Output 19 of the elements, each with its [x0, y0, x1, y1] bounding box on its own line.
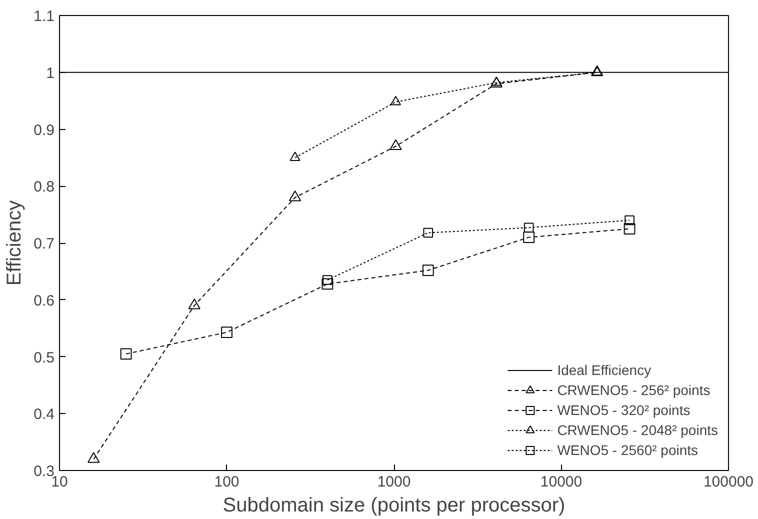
- legend-label: CRWENO5 - 256² points: [557, 382, 710, 398]
- y-tick-label: 1: [46, 64, 54, 82]
- y-tick-label: 0.7: [34, 236, 55, 252]
- y-tick-label: 0.4: [34, 406, 55, 424]
- x-tick-label: 100: [214, 474, 240, 490]
- y-axis-title: Efficiency: [4, 200, 26, 286]
- legend-label: WENO5 - 2560² points: [557, 442, 698, 458]
- y-tick-label: 0.9: [34, 122, 55, 139]
- x-tick-label: 10000: [540, 474, 582, 490]
- legend-label: WENO5 - 320² points: [557, 402, 690, 418]
- y-tick-label: 1.1: [34, 8, 55, 25]
- y-tick-label: 0.8: [34, 178, 55, 196]
- x-tick-label: 100000: [703, 474, 754, 490]
- y-tick-label: 0.5: [34, 349, 55, 366]
- legend-label: CRWENO5 - 2048² points: [557, 422, 718, 438]
- x-axis-title: Subdomain size (points per processor): [222, 494, 566, 516]
- x-tick-label: 1000: [377, 474, 411, 490]
- legend-label: Ideal Efficiency: [557, 362, 652, 378]
- y-tick-label: 0.6: [34, 292, 55, 310]
